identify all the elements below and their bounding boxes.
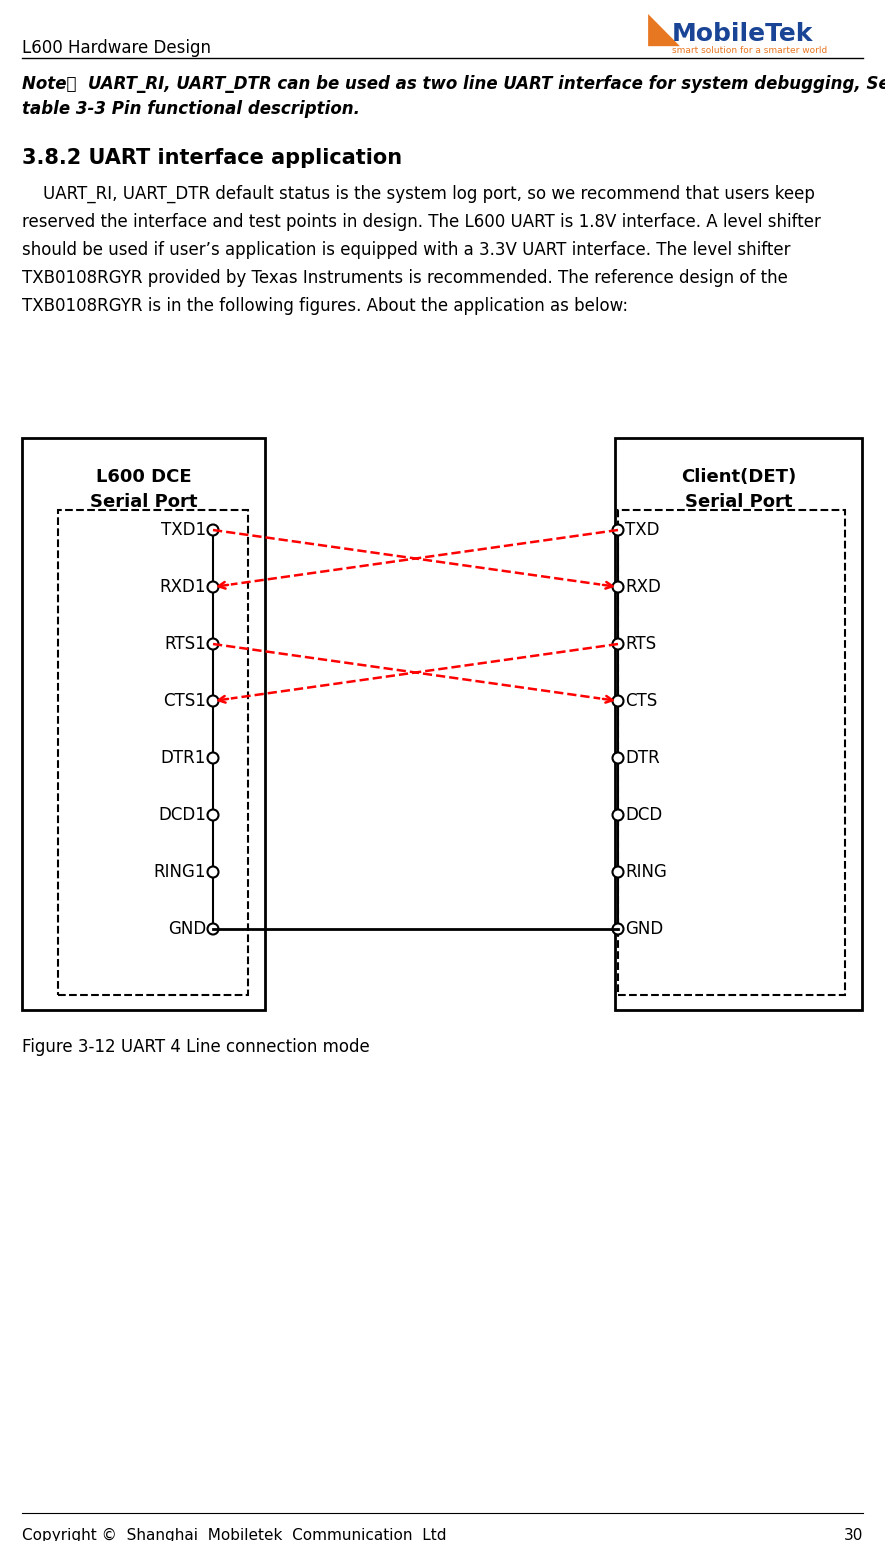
- Text: 30: 30: [843, 1529, 863, 1541]
- Text: Serial Port: Serial Port: [685, 493, 792, 512]
- Text: DCD: DCD: [625, 806, 662, 824]
- Text: ◣: ◣: [648, 9, 680, 51]
- Circle shape: [207, 581, 219, 592]
- Text: 3.8.2 UART interface application: 3.8.2 UART interface application: [22, 148, 402, 168]
- Text: reserved the interface and test points in design. The L600 UART is 1.8V interfac: reserved the interface and test points i…: [22, 213, 821, 231]
- Text: GND: GND: [625, 920, 663, 938]
- Circle shape: [207, 866, 219, 877]
- Circle shape: [207, 695, 219, 706]
- Bar: [615, 438, 862, 1009]
- Text: RXD: RXD: [625, 578, 661, 596]
- Circle shape: [612, 923, 624, 934]
- Circle shape: [612, 638, 624, 649]
- Text: TXD1: TXD1: [161, 521, 206, 539]
- Circle shape: [612, 866, 624, 877]
- Circle shape: [207, 752, 219, 763]
- Text: RTS: RTS: [625, 635, 656, 653]
- Circle shape: [612, 809, 624, 820]
- Bar: [58, 510, 248, 995]
- Text: TXB0108RGYR provided by Texas Instruments is recommended. The reference design o: TXB0108RGYR provided by Texas Instrument…: [22, 270, 788, 287]
- Text: MobileTek: MobileTek: [672, 22, 813, 46]
- Circle shape: [207, 923, 219, 934]
- Text: smart solution for a smarter world: smart solution for a smarter world: [672, 46, 827, 54]
- Circle shape: [612, 695, 624, 706]
- Text: GND: GND: [168, 920, 206, 938]
- Circle shape: [207, 524, 219, 536]
- Circle shape: [612, 752, 624, 763]
- Text: RTS1: RTS1: [165, 635, 206, 653]
- Text: DCD1: DCD1: [158, 806, 206, 824]
- Text: Client(DET): Client(DET): [681, 468, 796, 485]
- Text: L600 Hardware Design: L600 Hardware Design: [22, 39, 211, 57]
- Circle shape: [207, 638, 219, 649]
- Text: DTR1: DTR1: [160, 749, 206, 767]
- Text: UART_RI, UART_DTR default status is the system log port, so we recommend that us: UART_RI, UART_DTR default status is the …: [22, 185, 815, 203]
- Bar: [618, 510, 845, 995]
- Text: table 3-3 Pin functional description.: table 3-3 Pin functional description.: [22, 100, 360, 119]
- Text: L600 DCE: L600 DCE: [96, 468, 191, 485]
- Text: Copyright ©  Shanghai  Mobiletek  Communication  Ltd: Copyright © Shanghai Mobiletek Communica…: [22, 1529, 447, 1541]
- Text: CTS: CTS: [625, 692, 658, 710]
- Text: DTR: DTR: [625, 749, 659, 767]
- Text: RING1: RING1: [153, 863, 206, 881]
- Text: RXD1: RXD1: [159, 578, 206, 596]
- Circle shape: [207, 809, 219, 820]
- Text: should be used if user’s application is equipped with a 3.3V UART interface. The: should be used if user’s application is …: [22, 240, 790, 259]
- Text: RING: RING: [625, 863, 667, 881]
- Text: Figure 3-12 UART 4 Line connection mode: Figure 3-12 UART 4 Line connection mode: [22, 1039, 370, 1056]
- Circle shape: [612, 524, 624, 536]
- Bar: [22, 438, 265, 1009]
- Text: CTS1: CTS1: [163, 692, 206, 710]
- Text: TXD: TXD: [625, 521, 659, 539]
- Text: TXB0108RGYR is in the following figures. About the application as below:: TXB0108RGYR is in the following figures.…: [22, 297, 628, 314]
- Circle shape: [612, 581, 624, 592]
- Text: Note：  UART_RI, UART_DTR can be used as two line UART interface for system debug: Note： UART_RI, UART_DTR can be used as t…: [22, 76, 885, 92]
- Text: Serial Port: Serial Port: [89, 493, 197, 512]
